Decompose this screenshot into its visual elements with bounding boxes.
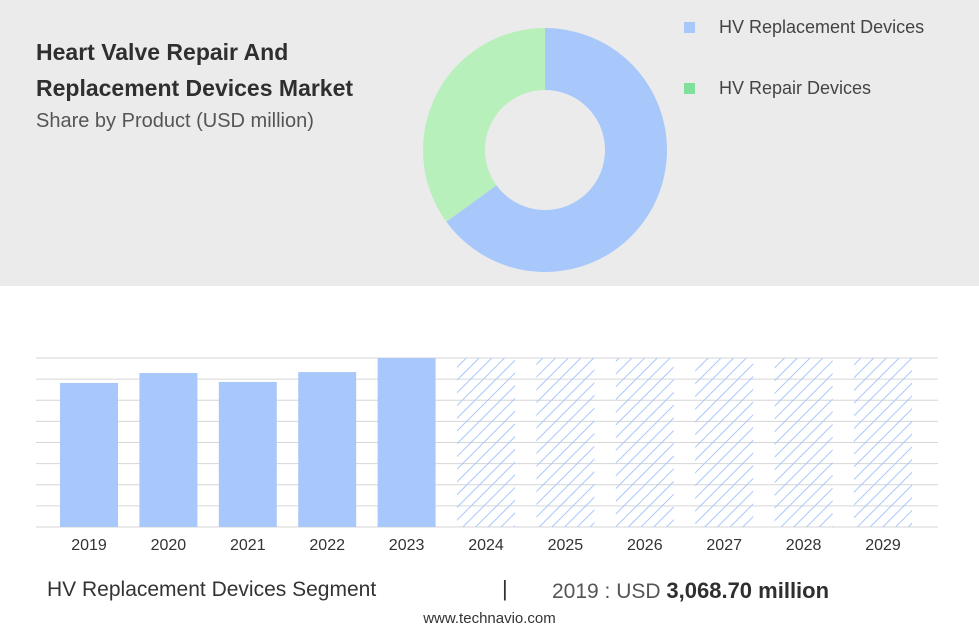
bar-2020 xyxy=(139,373,198,527)
legend-swatch-repair xyxy=(684,82,695,94)
x-tick-label-2025: 2025 xyxy=(548,537,584,554)
legend-item-replacement: HV Replacement Devices xyxy=(684,14,924,40)
bar-2023 xyxy=(377,358,436,527)
legend-item-repair: HV Repair Devices xyxy=(684,75,924,101)
donut-slice-replacement xyxy=(446,28,667,273)
donut-chart xyxy=(423,28,667,273)
x-tick-label-2021: 2021 xyxy=(230,537,266,554)
donut-slice-repair xyxy=(423,28,545,222)
forecast-bar-2027 xyxy=(695,358,754,527)
bar-2022 xyxy=(298,372,357,527)
x-tick-label-2023: 2023 xyxy=(389,537,425,554)
footer-segment-label: HV Replacement Devices Segment xyxy=(47,578,377,601)
footer-separator: | xyxy=(502,576,508,601)
x-tick-label-2029: 2029 xyxy=(865,537,901,554)
forecast-bar-2028 xyxy=(774,358,833,527)
x-tick-label-2020: 2020 xyxy=(151,537,187,554)
x-tick-label-2019: 2019 xyxy=(71,537,107,554)
chart-subtitle: Share by Product (USD million) xyxy=(36,110,314,132)
forecast-bar-2029 xyxy=(854,358,912,527)
x-tick-label-2022: 2022 xyxy=(309,537,345,554)
x-tick-label-2027: 2027 xyxy=(706,537,742,554)
bar-chart: 2019 2020 2021 2022 2023 2024 2025 2026 2027 2028… xyxy=(36,357,938,554)
bar-2021 xyxy=(218,381,277,527)
forecast-bar-2024 xyxy=(457,358,515,527)
source-credit: www.technavio.com xyxy=(423,610,556,627)
footer-value-amount: 3,068.70 million xyxy=(666,578,830,603)
legend-swatch-replacement xyxy=(684,21,695,33)
footer-value: 2019 : USD 3,068.70 million xyxy=(552,578,829,604)
x-tick-label-2028: 2028 xyxy=(786,537,822,554)
x-tick-label-2026: 2026 xyxy=(627,537,663,554)
x-tick-label-2024: 2024 xyxy=(468,537,504,554)
legend-label-repair: HV Repair Devices xyxy=(719,77,872,98)
chart-title: Heart Valve Repair And Replacement Devic… xyxy=(36,39,354,101)
forecast-bar-2025 xyxy=(536,358,595,527)
legend: HV Replacement Devices HV Repair Devices xyxy=(684,14,924,136)
legend-label-replacement: HV Replacement Devices xyxy=(719,16,925,37)
footer-year-label: 2019 : USD xyxy=(552,580,661,603)
bar-2019 xyxy=(60,382,118,527)
forecast-bar-2026 xyxy=(615,358,674,527)
